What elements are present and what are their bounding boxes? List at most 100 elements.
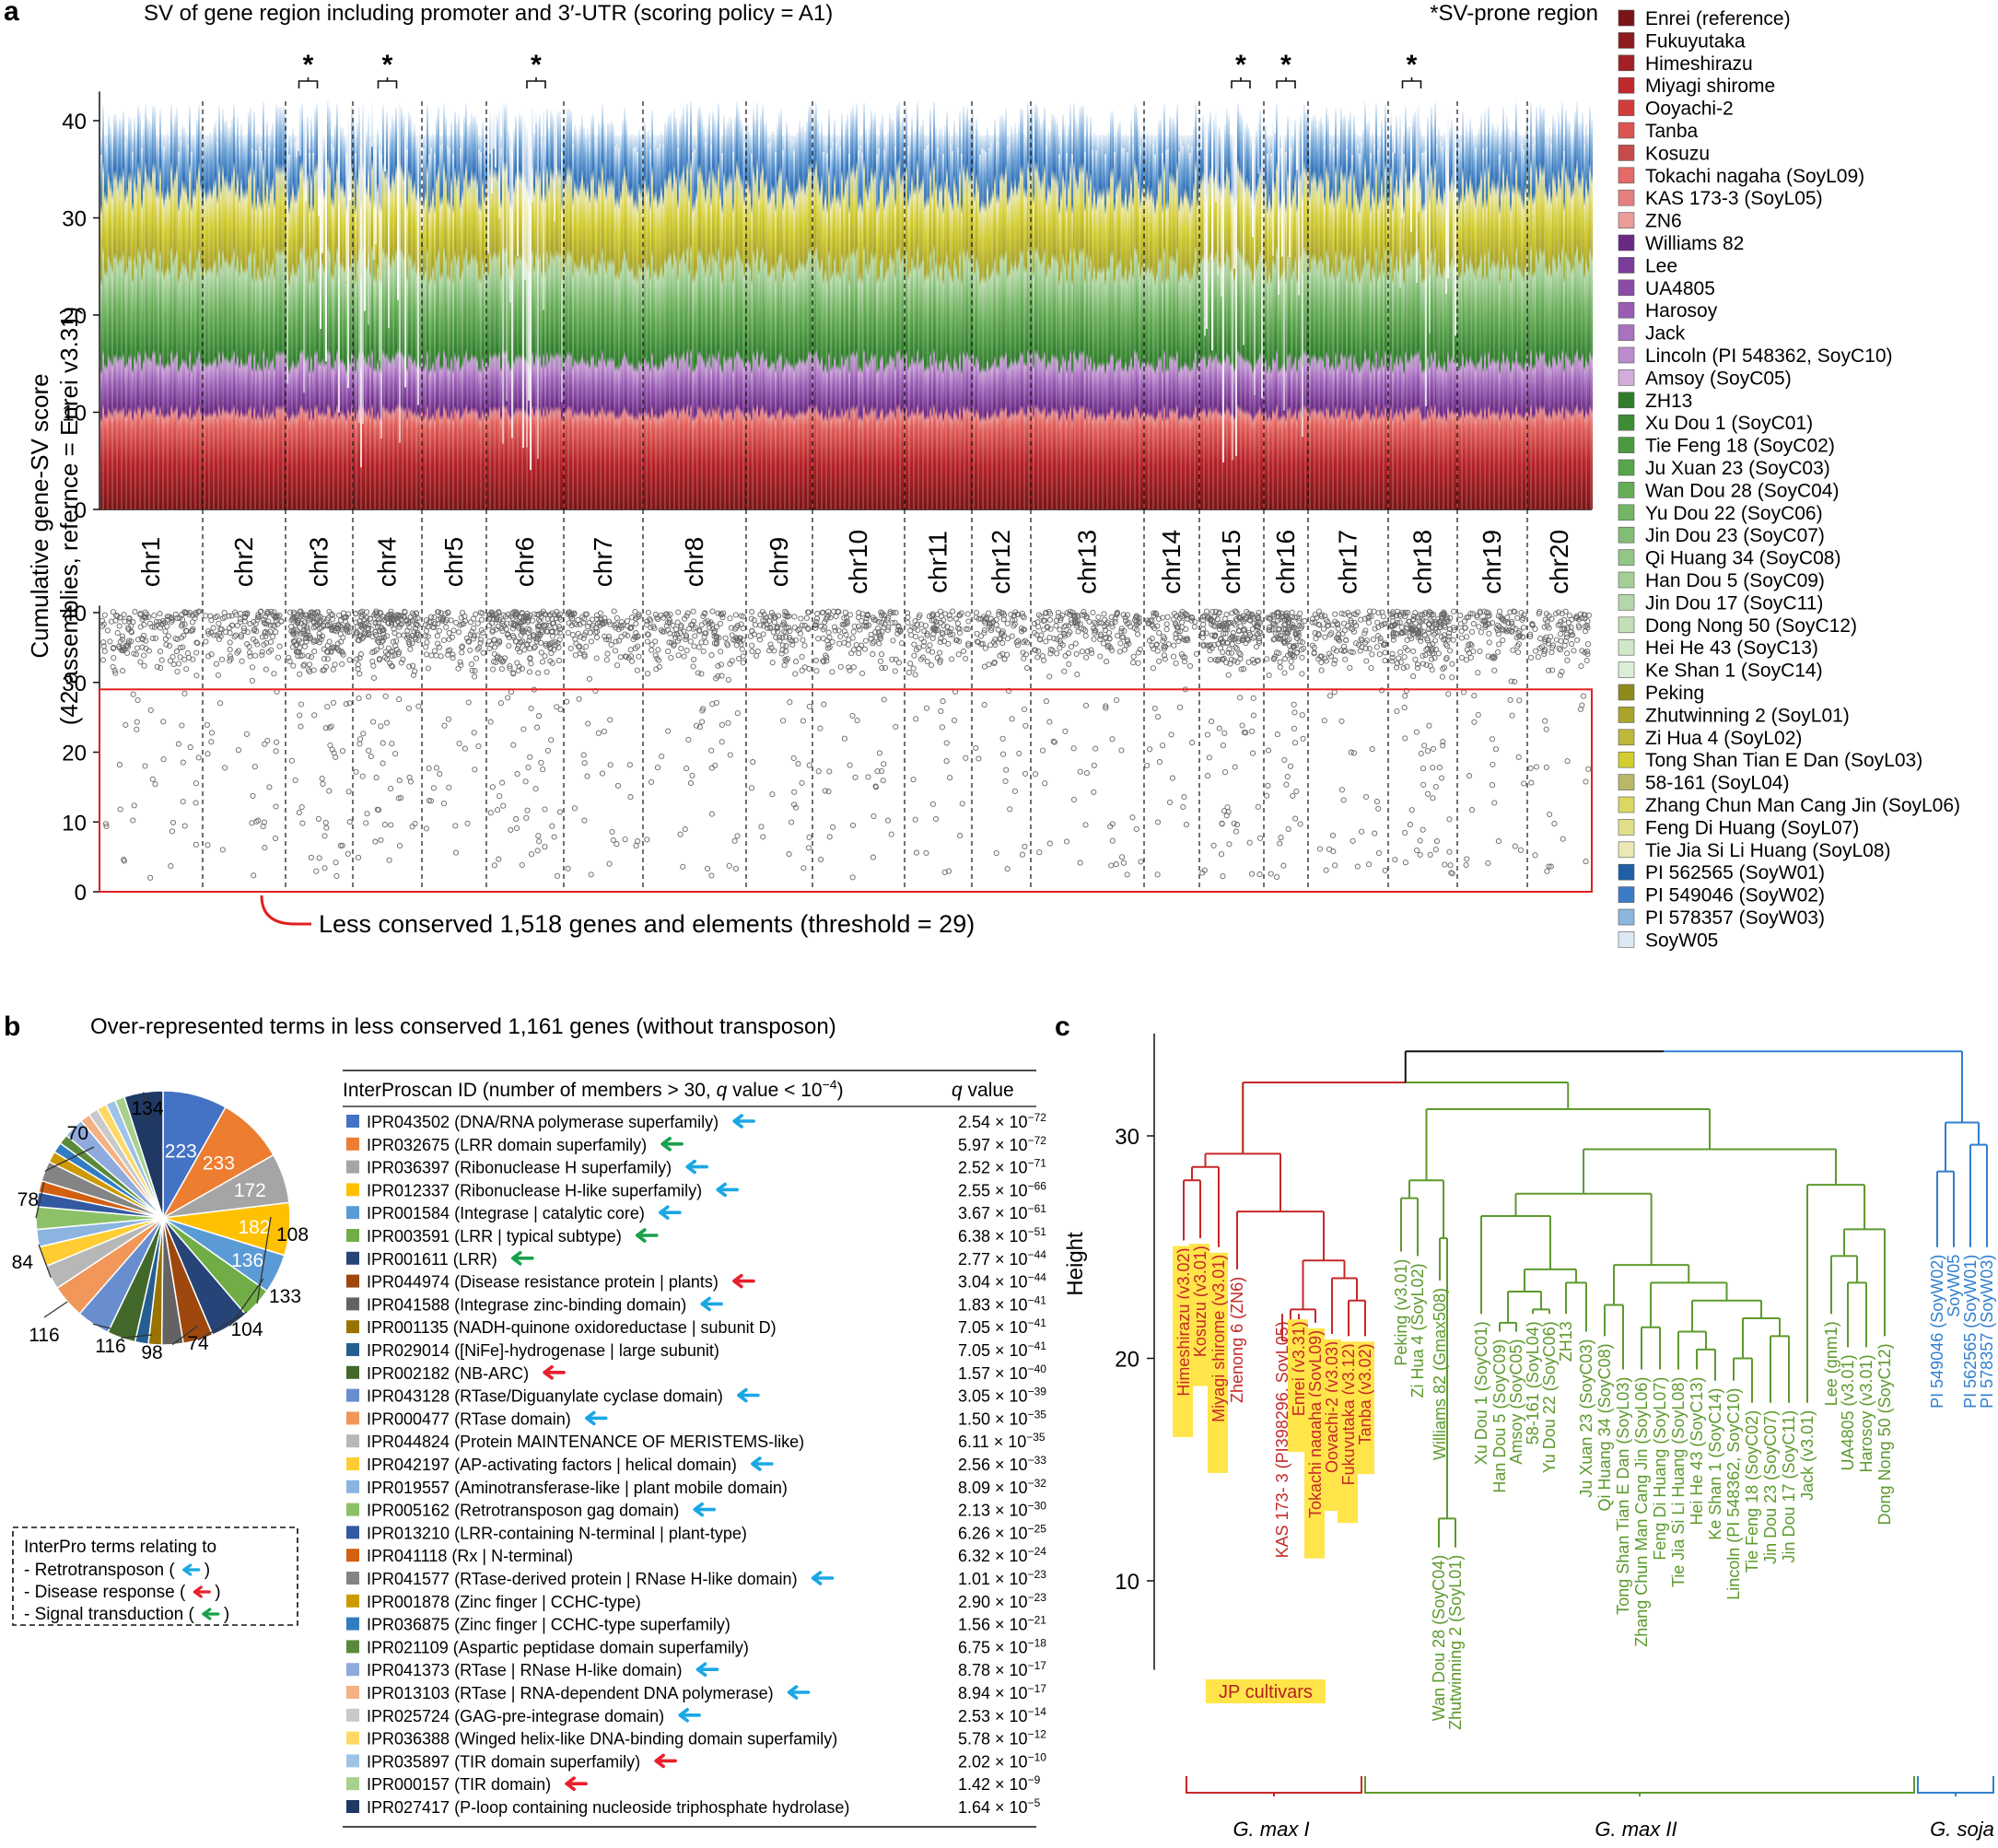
scatter-point — [435, 609, 441, 615]
scatter-point — [271, 609, 277, 615]
scatter-point — [986, 661, 992, 668]
pie-inner-label: 233 — [203, 1152, 235, 1174]
scatter-point — [1311, 644, 1317, 650]
sv-prone-note: *SV-prone region — [1430, 1, 1598, 26]
scatter-point — [927, 642, 933, 649]
pie-inner-label: 182 — [238, 1217, 270, 1238]
scatter-point — [1461, 689, 1467, 696]
scatter-point — [1238, 666, 1244, 673]
scatter-point — [1290, 644, 1297, 650]
scatter-point — [1477, 648, 1483, 654]
scatter-point — [607, 762, 613, 768]
scatter-point — [654, 765, 661, 771]
qvalue-exponent: −44 — [1028, 1271, 1047, 1284]
scatter-point — [965, 642, 972, 649]
scatter-point — [147, 707, 154, 713]
scatter-point — [181, 690, 188, 696]
scatter-point — [1160, 634, 1167, 640]
leaf-highlight — [1208, 1252, 1228, 1473]
scatter-point — [669, 639, 675, 646]
scatter-point — [142, 614, 148, 621]
scatter-point — [1046, 634, 1053, 641]
scatter-point — [806, 703, 812, 709]
scatter-point — [1221, 640, 1227, 647]
chromosome-label: chr3 — [305, 537, 333, 587]
scatter-point — [251, 764, 258, 770]
scatter-point — [234, 622, 240, 629]
scatter-point — [851, 623, 858, 629]
scatter-point — [296, 810, 302, 816]
interpro-table: InterProscan ID (number of members > 30,… — [343, 1070, 1047, 1828]
scatter-point — [300, 662, 307, 669]
scatter-point — [296, 617, 302, 624]
qvalue-mantissa: 8.09 × 10 — [958, 1479, 1028, 1497]
scatter-point — [117, 638, 123, 645]
scatter-point — [1120, 860, 1127, 866]
scatter-point — [1545, 637, 1551, 644]
sv-prone-bracket — [526, 77, 546, 88]
scatter-point — [527, 656, 533, 662]
scatter-point — [356, 741, 363, 747]
scatter-point — [1569, 641, 1575, 648]
scatter-point — [494, 614, 500, 621]
table-row-term: IPR044974 (Disease resistance protein | … — [367, 1273, 719, 1292]
scatter-point — [131, 650, 137, 657]
scatter-point — [1439, 673, 1445, 680]
scatter-point — [587, 629, 593, 636]
scatter-point — [297, 712, 303, 719]
scatter-point — [141, 652, 147, 659]
scatter-point — [1482, 624, 1489, 630]
scatter-point — [685, 736, 692, 743]
scatter-point — [425, 633, 431, 639]
scatter-point — [469, 667, 475, 673]
scatter-point — [1334, 635, 1340, 641]
scatter-point — [1447, 862, 1454, 869]
scatter-point — [221, 614, 228, 621]
scatter-point — [781, 662, 788, 669]
leaf-highlight — [1354, 1341, 1374, 1475]
scatter-point — [247, 621, 253, 627]
scatter-point — [1291, 643, 1298, 649]
scatter-point — [605, 633, 613, 639]
table-row-arrow-icon — [565, 1776, 588, 1791]
scatter-point — [329, 626, 335, 633]
scatter-point — [556, 637, 563, 643]
chromosome-label: chr8 — [680, 537, 708, 587]
scatter-point — [648, 641, 655, 648]
scatter-point — [1031, 629, 1038, 637]
scatter-point — [1113, 861, 1119, 868]
scatter-point — [523, 642, 530, 649]
scatter-point — [1065, 650, 1071, 657]
threshold-box — [99, 688, 1593, 926]
legend-swatch — [1618, 279, 1635, 297]
scatter-point — [1063, 623, 1069, 629]
scatter-point — [929, 661, 935, 669]
scatter-point — [922, 623, 929, 629]
scatter-point — [879, 767, 885, 775]
scatter-point — [844, 618, 850, 625]
scatter-point — [1348, 749, 1354, 755]
scatter-point — [1361, 630, 1368, 637]
scatter-point — [364, 614, 370, 621]
scatter-point — [535, 626, 542, 633]
scatter-point — [310, 667, 317, 673]
scatter-point — [719, 673, 725, 679]
scatter-point — [440, 637, 447, 644]
scatter-point — [1070, 613, 1077, 619]
scatter-point — [1200, 617, 1207, 624]
scatter-point — [762, 617, 768, 624]
table-row-qvalue: 1.01 × 10−23 — [958, 1568, 1046, 1588]
scatter-point — [1491, 667, 1498, 673]
scatter-point — [1544, 623, 1550, 629]
scatter-point — [695, 644, 702, 650]
scatter-point — [290, 631, 297, 637]
group-label: G. max I — [1233, 1818, 1309, 1841]
scatter-point — [711, 627, 718, 634]
scatter-point — [844, 614, 850, 621]
scatter-point — [578, 648, 585, 654]
scatter-point — [181, 621, 188, 627]
scatter-point — [963, 626, 969, 632]
table-row-term: IPR041118 (Rx | N-terminal) — [367, 1547, 573, 1565]
scatter-point — [799, 653, 805, 661]
legend-swatch — [1618, 819, 1635, 836]
